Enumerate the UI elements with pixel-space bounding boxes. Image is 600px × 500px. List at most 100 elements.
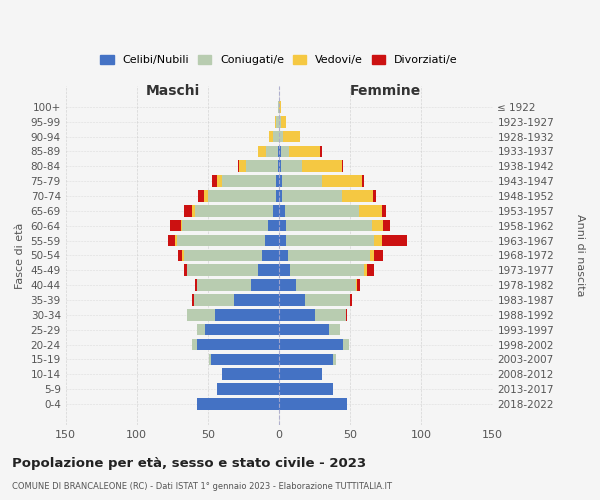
Bar [247,160,278,172]
Bar [286,220,371,232]
Bar [279,264,290,276]
Bar [282,176,322,187]
Bar [350,294,352,306]
Bar [195,205,274,216]
Bar [279,280,296,291]
Bar [197,324,205,336]
Bar [362,176,364,187]
Bar [222,368,279,380]
Bar [193,205,195,216]
Bar [176,234,265,246]
Bar [278,101,279,112]
Bar [279,294,305,306]
Bar [364,264,367,276]
Bar [279,338,343,350]
Bar [265,234,279,246]
Bar [187,264,258,276]
Bar [279,176,282,187]
Bar [181,220,182,232]
Bar [251,280,279,291]
Bar [187,309,215,320]
Bar [279,368,322,380]
Bar [217,176,222,187]
Bar [374,234,382,246]
Bar [170,220,181,232]
Bar [281,116,286,128]
Bar [203,190,208,202]
Bar [233,294,279,306]
Bar [342,160,343,172]
Bar [374,250,383,261]
Text: Femmine: Femmine [350,84,421,98]
Bar [383,220,390,232]
Bar [281,146,289,157]
Bar [212,176,217,187]
Y-axis label: Fasce di età: Fasce di età [15,222,25,288]
Bar [279,101,281,112]
Bar [276,116,279,128]
Bar [329,324,340,336]
Bar [239,160,247,172]
Bar [276,190,279,202]
Bar [285,205,359,216]
Bar [274,131,279,142]
Bar [182,220,268,232]
Bar [205,324,279,336]
Bar [193,294,194,306]
Bar [182,250,184,261]
Bar [282,190,342,202]
Bar [279,205,285,216]
Bar [333,354,336,365]
Bar [290,264,364,276]
Bar [281,160,302,172]
Legend: Celibi/Nubili, Coniugati/e, Vedovi/e, Divorziati/e: Celibi/Nubili, Coniugati/e, Vedovi/e, Di… [96,50,463,70]
Bar [211,354,279,365]
Bar [208,190,276,202]
Bar [278,160,279,172]
Bar [184,250,262,261]
Text: Popolazione per età, sesso e stato civile - 2023: Popolazione per età, sesso e stato civil… [12,458,366,470]
Bar [356,280,358,291]
Bar [279,116,281,128]
Bar [283,131,301,142]
Bar [371,220,383,232]
Bar [193,338,197,350]
Bar [168,234,175,246]
Bar [178,250,182,261]
Bar [279,146,281,157]
Bar [262,250,279,261]
Bar [275,116,276,128]
Bar [197,280,251,291]
Bar [370,250,374,261]
Bar [279,354,333,365]
Bar [279,250,287,261]
Bar [222,176,276,187]
Bar [346,309,347,320]
Bar [258,264,279,276]
Bar [320,146,322,157]
Bar [279,324,329,336]
Bar [217,384,279,395]
Bar [289,146,320,157]
Bar [195,280,197,291]
Bar [302,160,342,172]
Bar [198,190,203,202]
Bar [279,384,333,395]
Bar [287,250,370,261]
Bar [238,160,239,172]
Bar [279,398,347,409]
Bar [382,205,386,216]
Bar [382,234,407,246]
Bar [279,234,286,246]
Bar [197,398,279,409]
Bar [184,205,193,216]
Bar [184,264,187,276]
Bar [359,205,382,216]
Bar [358,280,360,291]
Bar [269,131,274,142]
Bar [279,220,286,232]
Bar [197,338,279,350]
Text: COMUNE DI BRANCALEONE (RC) - Dati ISTAT 1° gennaio 2023 - Elaborazione TUTTITALI: COMUNE DI BRANCALEONE (RC) - Dati ISTAT … [12,482,392,491]
Bar [194,294,233,306]
Bar [175,234,176,246]
